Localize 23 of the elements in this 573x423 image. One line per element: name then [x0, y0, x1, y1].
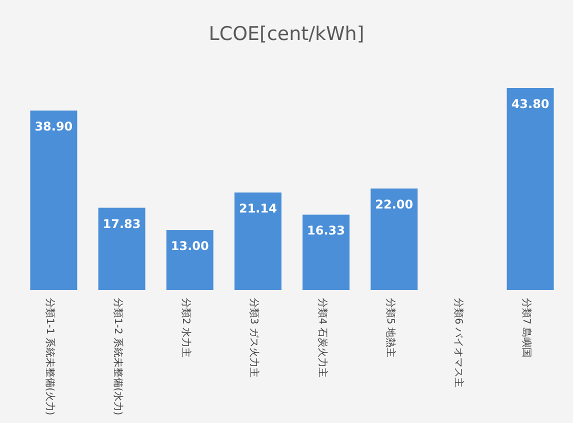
bar	[30, 110, 78, 290]
x-tick-label: 分類4 石炭火力主	[316, 298, 328, 378]
data-label: 38.90	[34, 120, 73, 134]
bar	[370, 188, 418, 290]
x-tick-label: 分類2 水力主	[180, 298, 192, 358]
bar	[302, 214, 350, 290]
bar	[98, 208, 146, 290]
bar	[234, 192, 282, 290]
data-label: 16.33	[307, 224, 346, 238]
data-label: 43.80	[511, 97, 550, 111]
chart-title: LCOE[cent/kWh]	[208, 23, 364, 45]
data-label: 21.14	[238, 202, 277, 216]
x-tick-label: 分類1-1 系統未整備(火力)	[44, 298, 56, 416]
x-tick-label: 分類3 ガス火力主	[248, 298, 260, 378]
x-tick-label: 分類6 バイオマス主	[452, 298, 464, 388]
bar	[166, 230, 214, 290]
data-label: 17.83	[102, 216, 141, 231]
data-label: 22.00	[375, 198, 414, 212]
x-tick-label: 分類1-2 系統未整備(水力)	[112, 298, 124, 416]
bar	[506, 88, 554, 290]
x-tick-label: 分類7 島嶼国	[520, 298, 533, 358]
x-tick-label: 分類5 地熱主	[384, 298, 396, 358]
data-label: 13.00	[170, 239, 209, 254]
